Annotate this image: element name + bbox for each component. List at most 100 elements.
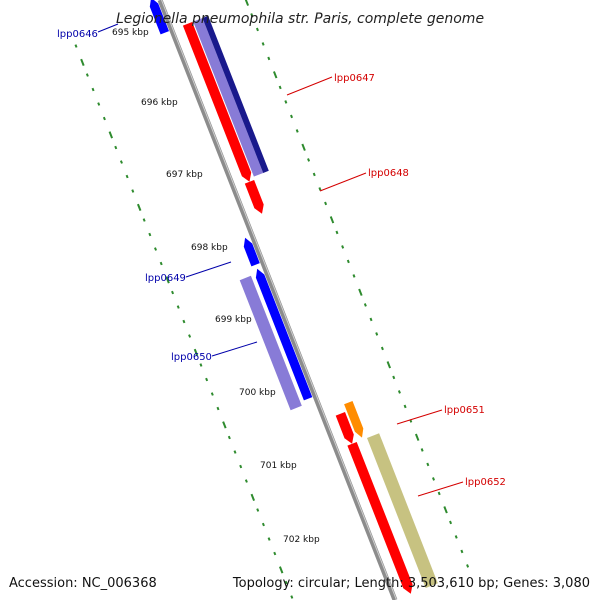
- scale-tick: [136, 203, 142, 212]
- scale-tick: [273, 551, 277, 556]
- scale-tick: [85, 73, 89, 77]
- scale-ticks-inner: [74, 44, 294, 599]
- scale-tick: [335, 230, 339, 235]
- gene-label-lpp0648[interactable]: lpp0648: [368, 168, 409, 179]
- scale-tick: [278, 566, 284, 574]
- scale-tick: [307, 158, 311, 162]
- gene-label-lpp0647[interactable]: lpp0647: [334, 73, 375, 84]
- scale-tick: [97, 102, 101, 106]
- scale-tick: [182, 319, 186, 324]
- kbp-label-700: 700 kbp: [239, 388, 276, 398]
- scale-tick: [131, 189, 135, 193]
- scale-tick: [261, 522, 265, 527]
- gene-arrow-lpp0647: [182, 22, 252, 182]
- scale-tick: [193, 348, 199, 357]
- scale-tick: [227, 435, 231, 440]
- scale-tick: [363, 303, 367, 307]
- leader-lpp0648: [319, 172, 367, 192]
- scale-tick: [290, 114, 294, 119]
- scale-tick: [290, 595, 294, 599]
- scale-tick: [403, 404, 407, 409]
- scale-tick: [199, 363, 203, 367]
- scale-tick: [239, 464, 243, 469]
- gene-arrow-lpp0649: [243, 237, 260, 267]
- scale-tick: [318, 187, 322, 191]
- scale-tick: [284, 100, 288, 104]
- kbp-label-698: 698 kbp: [191, 243, 228, 253]
- gene-label-lpp0649[interactable]: lpp0649: [145, 273, 186, 284]
- scale-ticks-outer: [244, 0, 470, 568]
- overlay-band-lpp0650: [239, 275, 302, 411]
- scale-tick: [233, 450, 237, 454]
- leader-lpp0650: [211, 341, 258, 357]
- scale-tick: [397, 390, 401, 394]
- gene-label-lpp0650[interactable]: lpp0650: [171, 352, 212, 363]
- scale-tick: [295, 129, 299, 133]
- kbp-label-696: 696 kbp: [141, 98, 178, 108]
- scale-tick: [426, 462, 430, 467]
- gene-arrow-lpp0651b: [335, 412, 354, 444]
- kbp-label-701: 701 kbp: [260, 461, 297, 471]
- scale-tick: [273, 71, 278, 79]
- scale-tick: [244, 479, 248, 483]
- scale-tick: [171, 290, 175, 295]
- leader-lpp0647: [286, 76, 333, 96]
- scale-tick: [352, 274, 356, 278]
- accession-text: Accession: NC_006368: [9, 576, 157, 591]
- scale-tick: [267, 56, 271, 61]
- gene-labels: lpp0646 lpp0647 lpp0648 lpp0649 lpp0650 …: [57, 29, 506, 488]
- scale-tick: [159, 261, 163, 266]
- scale-tick: [205, 377, 209, 382]
- scale-tick: [250, 493, 255, 502]
- leader-lpp0649: [185, 261, 232, 278]
- scale-tick: [148, 232, 152, 237]
- scale-tick: [188, 334, 192, 338]
- genome-backbone-highlight: [161, 0, 397, 600]
- scale-tick: [80, 58, 85, 67]
- scale-tick: [154, 247, 157, 251]
- overlay-band-lpp0647-b: [202, 15, 269, 173]
- gene-arrow-lpp0651: [344, 401, 364, 438]
- scale-tick: [250, 13, 254, 17]
- scale-tick: [375, 332, 379, 336]
- map-title: Legionella pneumophila str. Paris, compl…: [116, 11, 484, 27]
- scale-tick: [443, 506, 448, 514]
- scale-tick: [414, 433, 420, 441]
- scale-tick: [369, 317, 373, 322]
- scale-tick: [165, 276, 170, 284]
- scale-tick: [392, 375, 396, 380]
- kbp-label-697: 697 kbp: [166, 170, 203, 180]
- scale-tick: [102, 116, 106, 121]
- gene-label-lpp0652[interactable]: lpp0652: [465, 477, 506, 488]
- scale-tick: [114, 145, 118, 150]
- gene-arrow-lpp0648: [244, 180, 264, 214]
- scale-tick: [216, 406, 220, 411]
- scale-tick: [261, 42, 265, 46]
- gene-label-lpp0646[interactable]: lpp0646: [57, 29, 98, 40]
- gene-arrow-lpp0646: [149, 0, 169, 35]
- overlay-bands: [193, 15, 438, 588]
- scale-tick: [437, 491, 441, 496]
- scale-tick: [449, 520, 453, 525]
- scale-tick: [119, 160, 123, 164]
- scale-tick: [284, 580, 288, 585]
- scale-tick: [341, 245, 345, 249]
- label-leaders: [97, 23, 464, 497]
- gene-arrow-lpp0652: [347, 442, 413, 594]
- scale-tick: [256, 508, 260, 512]
- kbp-label-699: 699 kbp: [215, 315, 252, 325]
- scale-tick: [301, 143, 306, 151]
- scale-tick: [125, 174, 129, 179]
- scale-tick: [466, 564, 470, 568]
- scale-tick: [267, 537, 271, 541]
- scale-tick: [346, 259, 350, 264]
- leader-lpp0651: [396, 409, 443, 425]
- scale-tick: [74, 44, 78, 48]
- scale-tick: [386, 361, 392, 369]
- gene-label-lpp0651[interactable]: lpp0651: [444, 405, 485, 416]
- scale-tick: [432, 477, 435, 481]
- gene-arrow-lpp0650: [255, 268, 313, 401]
- overlay-band-lpp0652: [367, 433, 438, 588]
